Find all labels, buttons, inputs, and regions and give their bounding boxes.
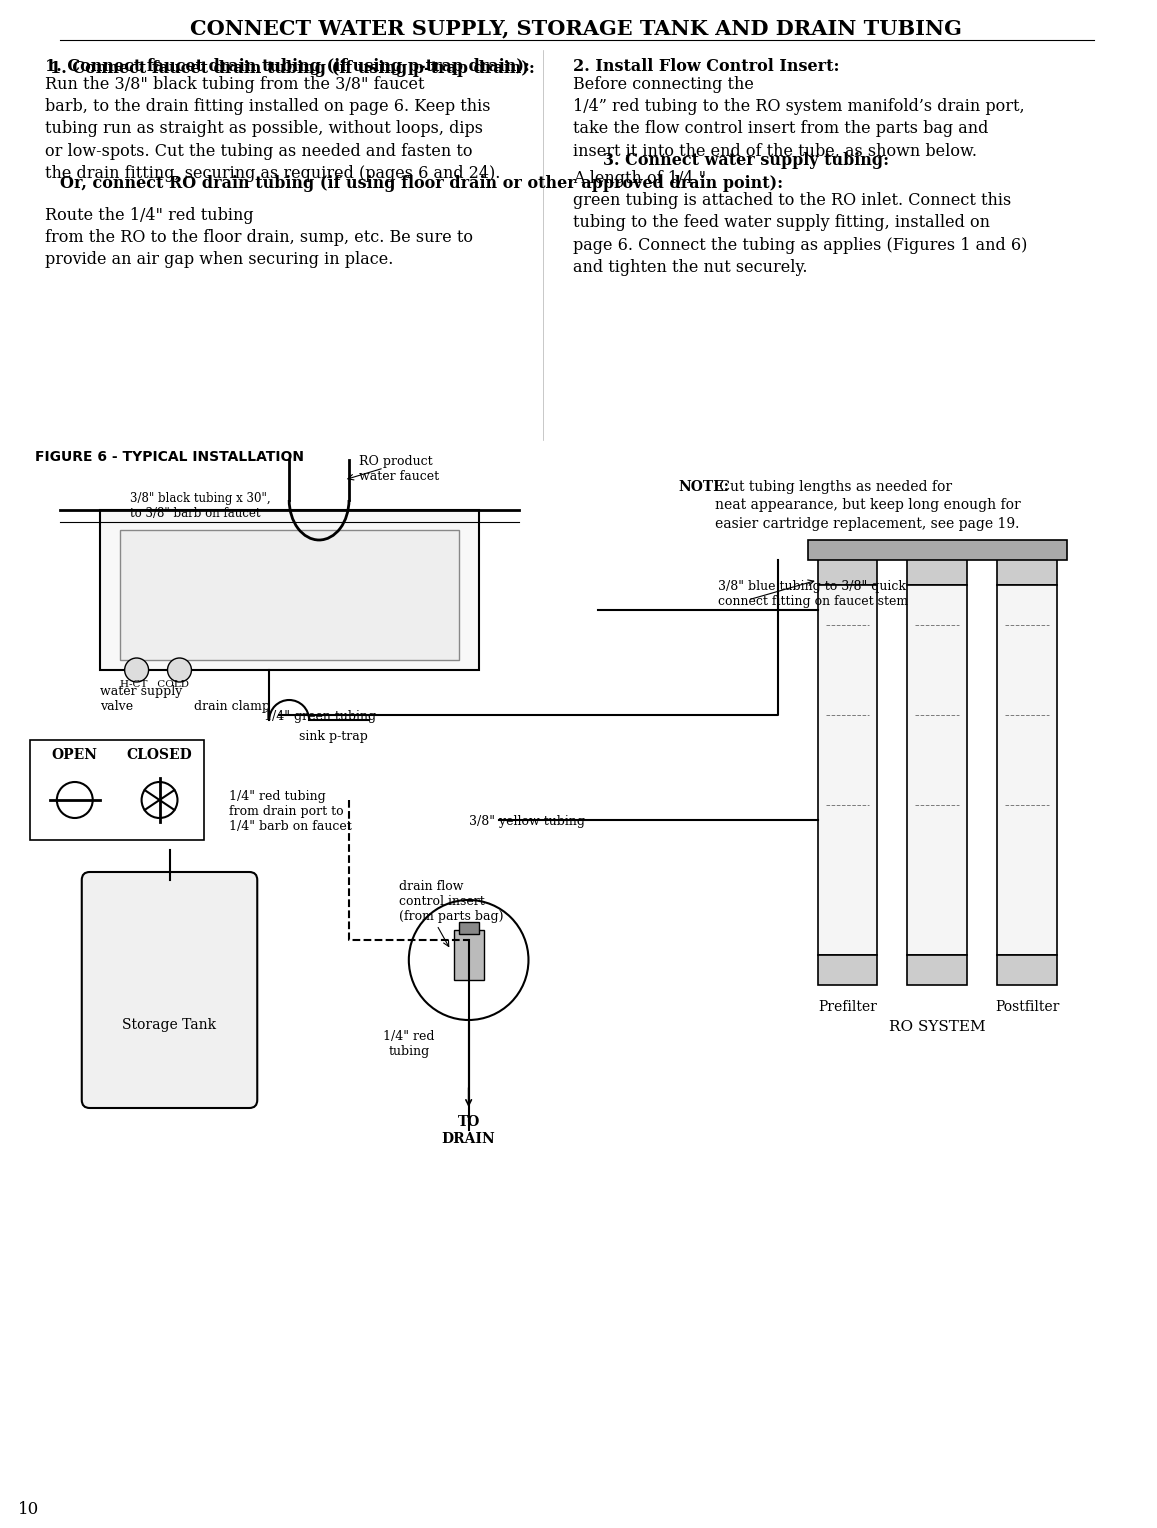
Text: Prefilter: Prefilter [818,999,877,1015]
FancyBboxPatch shape [997,555,1057,585]
Circle shape [125,659,148,681]
FancyBboxPatch shape [818,585,877,955]
Text: 3/8" yellow tubing: 3/8" yellow tubing [469,814,584,828]
FancyBboxPatch shape [997,585,1057,955]
Text: Before connecting the
1/4” red tubing to the RO system manifold’s drain port,
ta: Before connecting the 1/4” red tubing to… [574,76,1025,159]
Text: TO
DRAIN: TO DRAIN [442,1115,495,1146]
Text: RO SYSTEM: RO SYSTEM [889,1021,986,1034]
Bar [454,931,484,979]
Text: OPEN: OPEN [52,749,98,762]
FancyBboxPatch shape [907,955,967,986]
FancyBboxPatch shape [82,872,257,1108]
Text: Or, connect RO drain tubing (if using floor drain or other approved drain point): Or, connect RO drain tubing (if using fl… [60,176,783,193]
Circle shape [141,782,177,817]
Text: 1/4" green tubing: 1/4" green tubing [264,711,376,723]
Text: RO product
water faucet: RO product water faucet [359,455,440,483]
Text: 2. Install Flow Control Insert:: 2. Install Flow Control Insert: [574,58,840,75]
Text: A length of 1/4 "
green tubing is attached to the RO inlet. Connect this
tubing : A length of 1/4 " green tubing is attach… [574,170,1027,275]
Circle shape [408,900,529,1021]
Text: H-CT   COLD: H-CT COLD [119,680,189,689]
FancyBboxPatch shape [997,955,1057,986]
Bar [30,740,205,840]
Text: drain clamp: drain clamp [194,700,271,714]
FancyBboxPatch shape [907,555,967,585]
Text: sink p-trap: sink p-trap [300,730,368,743]
Text: 1. Connect faucet drain tubing (if using p-trap drain):: 1. Connect faucet drain tubing (if using… [45,58,530,75]
Text: water supply
valve: water supply valve [100,685,182,714]
Circle shape [168,659,191,681]
FancyBboxPatch shape [818,555,877,585]
Text: 3/8" blue tubing to 3/8" quick
connect fitting on faucet stem: 3/8" blue tubing to 3/8" quick connect f… [718,581,908,608]
Text: Postfilter: Postfilter [995,999,1059,1015]
Text: Run the 3/8" black tubing from the 3/8" faucet
barb, to the drain fitting instal: Run the 3/8" black tubing from the 3/8" … [45,76,500,182]
Circle shape [57,782,93,817]
Text: 3. Connect water supply tubing:: 3. Connect water supply tubing: [603,151,890,170]
FancyBboxPatch shape [100,510,479,669]
FancyBboxPatch shape [119,530,458,660]
Bar [458,921,479,934]
Text: Route the 1/4" red tubing
from the RO to the floor drain, sump, etc. Be sure to
: Route the 1/4" red tubing from the RO to… [45,206,473,269]
Text: 3/8" black tubing x 30",
to 3/8" barb on faucet: 3/8" black tubing x 30", to 3/8" barb on… [130,492,271,520]
Text: CLOSED: CLOSED [126,749,192,762]
Bar [808,539,1067,559]
Text: CONNECT WATER SUPPLY, STORAGE TANK AND DRAIN TUBING: CONNECT WATER SUPPLY, STORAGE TANK AND D… [191,18,963,38]
Text: Cut tubing lengths as needed for
neat appearance, but keep long enough for
easie: Cut tubing lengths as needed for neat ap… [715,480,1020,530]
Text: drain flow
control insert
(from parts bag): drain flow control insert (from parts ba… [399,880,503,923]
Text: 1/4" red tubing
from drain port to
1/4" barb on faucet: 1/4" red tubing from drain port to 1/4" … [229,790,352,833]
Text: FIGURE 6 - TYPICAL INSTALLATION: FIGURE 6 - TYPICAL INSTALLATION [35,451,304,465]
Text: 1. Connect faucet drain tubing (if using p-trap drain):: 1. Connect faucet drain tubing (if using… [50,60,535,76]
Text: Storage Tank: Storage Tank [123,1018,216,1031]
FancyBboxPatch shape [907,585,967,955]
Text: 10: 10 [19,1502,39,1519]
Text: 1/4" red
tubing: 1/4" red tubing [383,1030,435,1057]
Text: NOTE:: NOTE: [678,480,729,494]
FancyBboxPatch shape [818,955,877,986]
